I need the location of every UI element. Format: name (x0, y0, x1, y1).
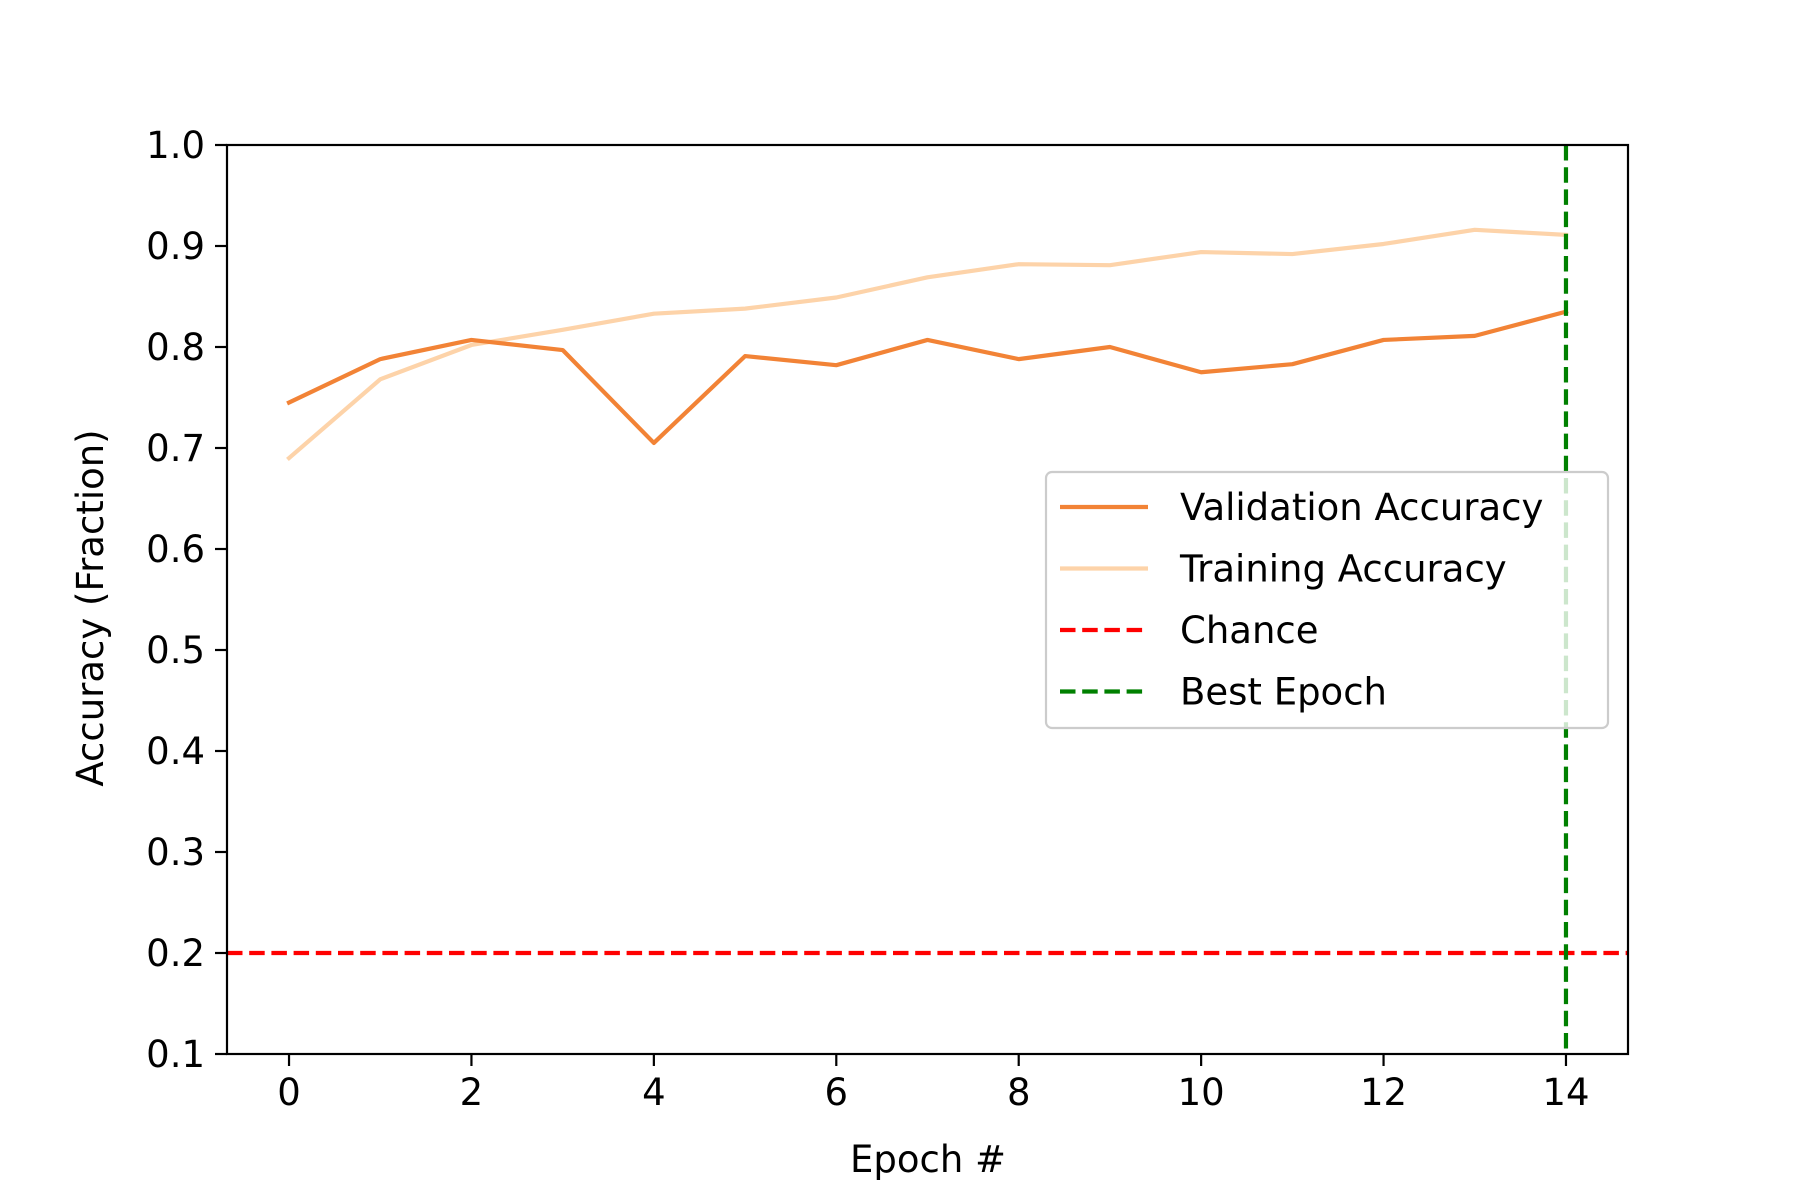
x-tick-label: 0 (277, 1071, 301, 1114)
axes-frame (225, 143, 1630, 1056)
y-axis-label: Accuracy (Fraction) (69, 429, 112, 786)
legend-label-chance: Chance (1180, 609, 1319, 652)
y-tick-label: 1.0 (146, 124, 205, 167)
series-line-validation-accuracy (286, 309, 1569, 446)
y-tick-label: 0.7 (146, 427, 205, 470)
x-tick-label: 4 (642, 1071, 666, 1114)
legend-label-best-epoch: Best Epoch (1180, 671, 1387, 714)
legend-box (1044, 470, 1610, 730)
axes: 0 2 4 6 8 10 12 14 0.1 0.2 0.3 0.4 0.5 0.6 0.7 0.8 0.9 1.… (146, 124, 1630, 1114)
x-tick-label: 10 (1178, 1071, 1225, 1114)
legend-label-validation-accuracy: Validation Accuracy (1180, 486, 1543, 529)
legend-label-training-accuracy: Training Accuracy (1179, 548, 1507, 591)
x-tick-label: 12 (1360, 1071, 1407, 1114)
y-tick-label: 0.5 (146, 629, 205, 672)
y-tick-label: 0.4 (146, 730, 205, 773)
y-tick-label: 0.9 (146, 225, 205, 268)
y-tick-label: 0.8 (146, 326, 205, 369)
series-line-training-accuracy (286, 227, 1569, 462)
y-tick-label: 0.1 (146, 1033, 205, 1076)
legend: Validation Accuracy Training Accuracy Chan… (1044, 470, 1610, 730)
y-tick-label: 0.3 (146, 831, 205, 874)
x-tick-label: 14 (1542, 1071, 1589, 1114)
y-tick-label: 0.2 (146, 932, 205, 975)
y-tick-label: 0.6 (146, 528, 205, 571)
x-tick-label: 8 (1007, 1071, 1031, 1114)
x-tick-label: 2 (460, 1071, 484, 1114)
x-axis-label: Epoch # (850, 1138, 1006, 1181)
x-tick-label: 6 (825, 1071, 849, 1114)
